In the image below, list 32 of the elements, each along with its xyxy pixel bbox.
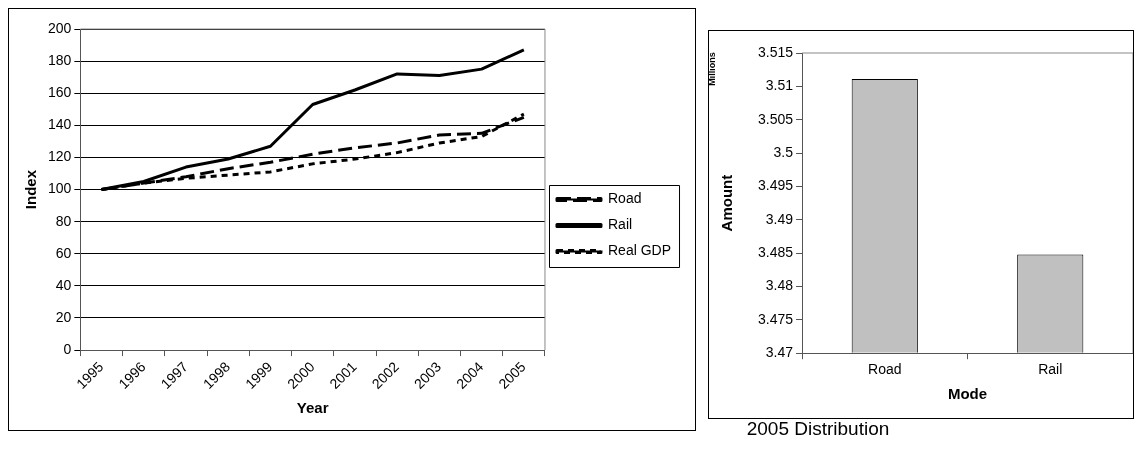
y-tick-label: 3.5 <box>773 143 794 160</box>
y-tick-label: 3.47 <box>765 344 794 361</box>
y-tick-label: 60 <box>55 244 72 261</box>
y-tick-label: 3.515 <box>757 43 794 60</box>
x-tick-label: Rail <box>1038 361 1063 378</box>
legend-label: Real GDP <box>607 242 672 259</box>
y-tick-label: 3.48 <box>765 277 794 294</box>
legend-label: Rail <box>607 216 633 233</box>
y-tick-label: 3.49 <box>765 210 794 227</box>
y-tick-label: 160 <box>48 84 72 101</box>
y-tick-label: 3.485 <box>757 243 794 260</box>
y-tick-label: 3.475 <box>757 310 794 327</box>
y-tick-label: 120 <box>48 148 72 165</box>
x-axis-title: Year <box>296 399 329 417</box>
text: 2005 Distribution <box>745 418 891 440</box>
y-tick-label: 3.51 <box>765 77 794 94</box>
y-tick-label: 0 <box>63 340 72 357</box>
y-tick-label: 20 <box>55 308 72 325</box>
x-axis-title: Mode <box>947 385 988 403</box>
y-axis-title: Index <box>22 169 40 210</box>
y-tick-label: 100 <box>48 180 72 197</box>
text: Millions <box>707 52 718 86</box>
y-tick-label: 180 <box>48 51 72 68</box>
y-axis-title: Amount <box>718 174 736 232</box>
y-tick-label: 40 <box>55 276 72 293</box>
y-tick-label: 80 <box>55 212 72 229</box>
y-tick-label: 3.505 <box>757 110 794 127</box>
x-tick-label: Road <box>868 361 902 378</box>
legend-label: Road <box>607 190 642 207</box>
y-tick-label: 3.495 <box>757 177 794 194</box>
y-tick-label: 200 <box>48 19 72 36</box>
y-tick-label: 140 <box>48 116 72 133</box>
